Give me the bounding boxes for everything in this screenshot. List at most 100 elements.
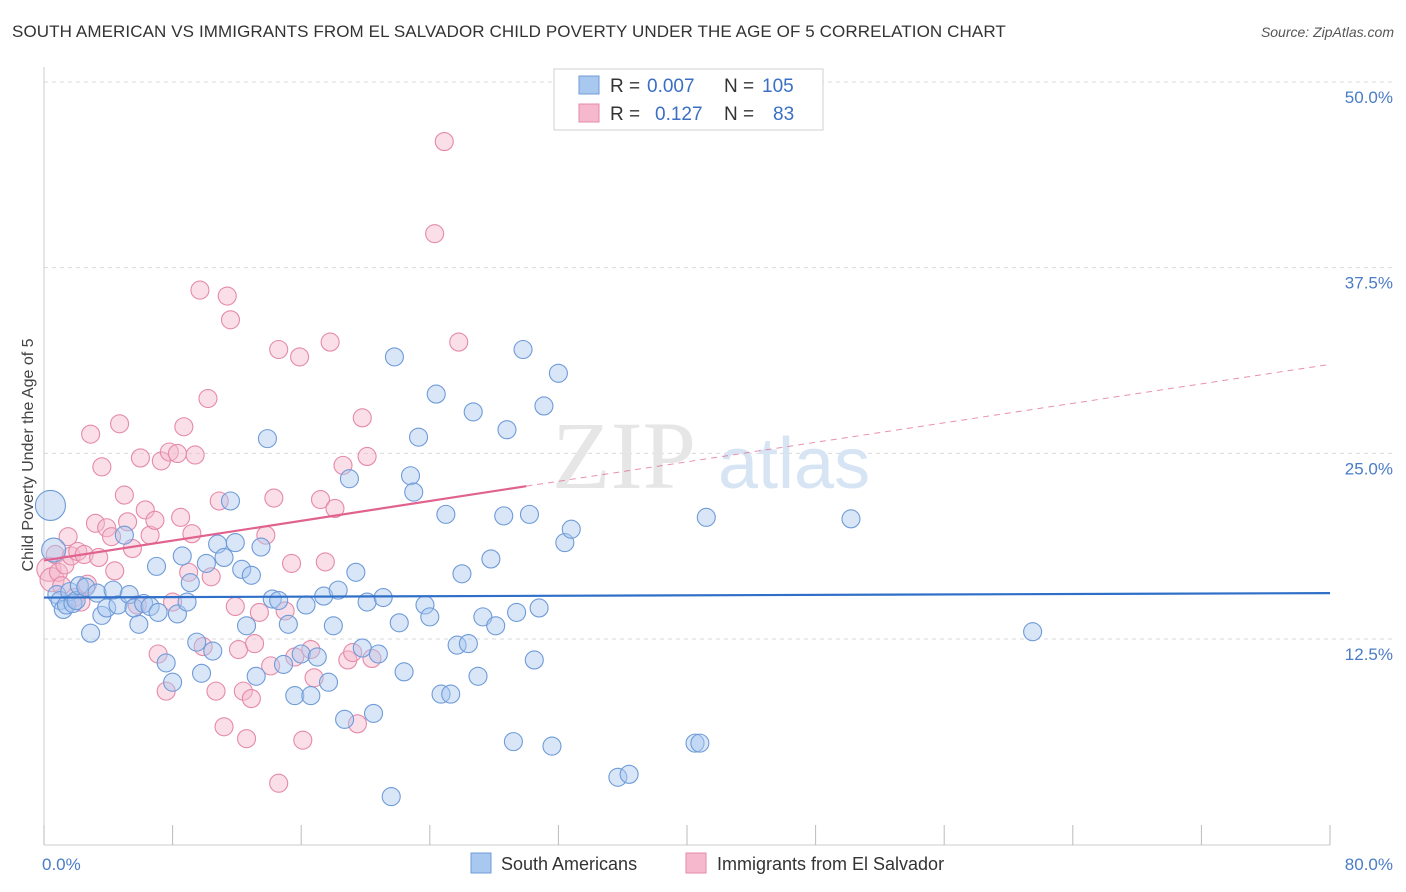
blue-point-105 xyxy=(841,509,861,529)
y-axis-title: Child Poverty Under the Age of 5 xyxy=(20,338,37,571)
blue-point-0 xyxy=(34,489,66,522)
blue-point-83 xyxy=(468,666,488,686)
blue-point-50 xyxy=(291,644,311,664)
y-tick-labels: 12.5% 25.0% 37.5% 50.0% xyxy=(1345,88,1393,664)
blue-point-52 xyxy=(301,686,321,706)
pink-point-55 xyxy=(249,602,269,622)
blue-point-88 xyxy=(497,420,517,440)
legend-r-value-1: 0.007 xyxy=(647,76,695,97)
pink-point-35 xyxy=(171,507,191,527)
pink-point-52 xyxy=(236,729,257,749)
pink-point-60 xyxy=(269,773,289,793)
blue-point-86 xyxy=(486,616,506,636)
blue-point-97 xyxy=(548,363,568,383)
blue-point-90 xyxy=(507,602,527,622)
blue-point-24 xyxy=(146,556,167,576)
legend-n-value-2: 83 xyxy=(773,104,794,125)
pink-point-81 xyxy=(449,332,469,352)
trend-line-el-salvador xyxy=(43,485,527,562)
blue-point-74 xyxy=(420,607,440,627)
blue-point-95 xyxy=(534,396,554,416)
pink-point-38 xyxy=(182,524,202,544)
pink-point-66 xyxy=(301,639,321,660)
trend-line-south-americans xyxy=(43,592,1331,599)
blue-point-78 xyxy=(441,684,461,704)
pink-point-49 xyxy=(225,596,245,617)
blue-point-44 xyxy=(257,429,277,449)
pink-point-46 xyxy=(214,717,234,737)
pink-point-54 xyxy=(245,634,265,654)
blue-point-39 xyxy=(232,559,252,579)
pink-point-47 xyxy=(217,286,237,306)
blue-point-29 xyxy=(177,592,197,612)
pink-point-53 xyxy=(241,689,261,709)
blue-point-17 xyxy=(114,525,134,545)
pink-point-50 xyxy=(228,639,249,660)
blue-point-100 xyxy=(608,767,628,787)
pink-point-65 xyxy=(293,730,313,750)
pink-point-80 xyxy=(434,132,454,152)
x-tick-label-0: 0.0% xyxy=(42,855,81,874)
blue-point-46 xyxy=(269,590,289,611)
stats-legend: R = 0.007 N = 105 R = 0.127 N = 83 xyxy=(553,68,824,131)
blue-point-49 xyxy=(285,686,305,706)
blue-point-56 xyxy=(323,616,343,636)
pink-point-44 xyxy=(206,681,226,701)
pink-point-77 xyxy=(357,446,377,467)
legend-swatch-pink xyxy=(578,103,600,123)
blue-point-65 xyxy=(373,588,393,608)
blue-point-55 xyxy=(318,672,339,692)
y-tick-label-3: 50.0% xyxy=(1345,88,1393,107)
series-immigrants-el-salvador xyxy=(36,132,469,793)
pink-point-71 xyxy=(325,498,345,518)
blue-point-71 xyxy=(404,482,424,502)
pink-point-14 xyxy=(85,513,105,533)
blue-point-26 xyxy=(163,672,183,692)
blue-point-72 xyxy=(408,427,429,447)
pink-point-68 xyxy=(310,489,331,510)
blue-point-33 xyxy=(196,553,216,573)
blue-point-7 xyxy=(63,593,83,614)
blue-point-30 xyxy=(180,573,200,593)
blue-point-9 xyxy=(69,576,89,596)
series-legend-label-2: Immigrants from El Salvador xyxy=(717,854,944,874)
blue-point-106 xyxy=(1023,622,1043,642)
blue-point-64 xyxy=(368,644,388,664)
series-south-americans xyxy=(34,339,1043,807)
legend-r-label-1: R = xyxy=(610,76,640,97)
blue-point-102 xyxy=(685,733,705,753)
pink-point-39 xyxy=(185,445,205,465)
pink-point-42 xyxy=(198,388,218,409)
blue-point-10 xyxy=(76,577,96,597)
legend-r-value-2: 0.127 xyxy=(655,104,703,125)
x-tick-labels: 0.0% 80.0% xyxy=(42,855,1393,874)
pink-point-59 xyxy=(269,339,289,360)
blue-point-31 xyxy=(187,632,207,652)
blue-point-96 xyxy=(542,736,562,756)
grid-lines xyxy=(44,81,1392,640)
pink-point-6 xyxy=(58,527,78,547)
blue-point-77 xyxy=(436,504,456,524)
pink-point-28 xyxy=(145,510,165,530)
series-legend-swatch-blue xyxy=(470,852,492,874)
blue-point-1 xyxy=(41,537,67,563)
blue-point-69 xyxy=(394,662,414,682)
blue-point-15 xyxy=(103,580,123,600)
pink-point-62 xyxy=(282,553,302,573)
pink-point-32 xyxy=(159,442,179,462)
blue-point-68 xyxy=(389,613,409,633)
blue-point-32 xyxy=(191,663,212,683)
blue-point-11 xyxy=(81,623,101,643)
watermark-atlas: atlas xyxy=(718,424,870,504)
blue-point-58 xyxy=(335,709,355,729)
pink-point-51 xyxy=(233,681,253,701)
pink-point-17 xyxy=(97,518,117,538)
blue-point-104 xyxy=(696,507,716,527)
blue-point-48 xyxy=(278,614,298,634)
pink-point-74 xyxy=(343,642,363,663)
y-tick-label-0: 12.5% xyxy=(1345,645,1393,664)
pink-point-58 xyxy=(264,488,284,508)
blue-point-37 xyxy=(220,491,241,511)
blue-point-76 xyxy=(431,684,451,704)
